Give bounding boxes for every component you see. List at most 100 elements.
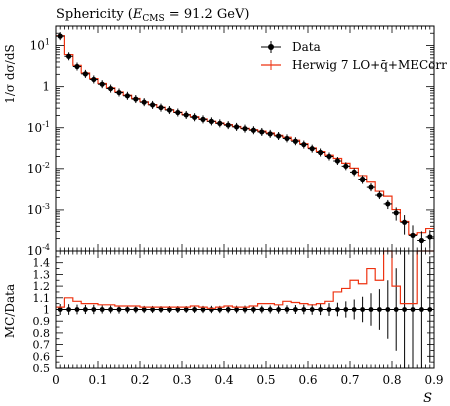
ratio-point-17 [200,307,206,312]
data-point-26 [276,133,282,139]
data-point-19 [217,120,223,126]
ratio-point-1 [66,307,71,312]
data-point-27 [284,135,290,142]
ratio-tick-label-0: 0.5 [33,362,51,375]
data-point-8 [124,93,130,99]
data-point-3 [82,71,88,77]
ratio-point-25 [267,307,273,312]
ratio-point-16 [192,307,198,312]
ratio-point-7 [116,307,122,312]
data-point-21 [234,124,240,130]
data-point-14 [175,109,181,116]
ratio-point-28 [293,307,298,312]
data-point-23 [250,127,256,133]
ratio-point-24 [259,307,265,312]
ratio-point-20 [225,307,231,312]
ratio-point-29 [301,307,307,312]
ratio-point-13 [167,307,172,312]
x-tick-label-1: 0.1 [88,373,107,387]
main-ylabel: 1/σ dσ/dS [3,44,17,104]
x-tick-label-5: 0.5 [256,373,275,387]
data-point-43 [418,237,424,244]
ratio-tick-label-2: 0.7 [33,339,51,352]
x-tick-label-9: 0.9 [424,373,443,387]
data-point-11 [150,102,156,108]
ratio-point-10 [141,307,147,312]
x-tick-label-2: 0.2 [130,373,149,387]
data-point-1 [66,53,72,59]
data-point-2 [74,63,80,70]
legend-data-label: Data [292,40,321,54]
x-axis-label: S [423,391,432,406]
ratio-point-12 [158,307,164,312]
chart-title: Sphericity (ECMS = 91.2 GeV) [56,7,249,24]
x-tick-label-7: 0.7 [340,373,359,387]
x-tick-label-4: 0.4 [214,373,233,387]
ratio-tick-label-6: 1.1 [33,292,51,305]
ratio-point-30 [309,307,315,312]
ratio-point-22 [242,307,248,312]
data-point-13 [166,107,172,113]
data-point-9 [133,96,139,102]
data-point-36 [360,176,366,183]
data-point-42 [410,232,416,238]
ratio-point-27 [284,307,290,312]
data-point-12 [158,104,164,111]
ratio-point-41 [402,307,407,312]
data-point-5 [99,81,105,87]
data-point-30 [309,146,315,152]
legend-data-marker [268,44,274,50]
ratio-tick-label-4: 0.9 [33,315,51,328]
data-point-33 [334,158,340,164]
data-point-10 [141,99,147,105]
ratio-tick-label-1: 0.6 [33,350,51,363]
data-point-31 [318,149,324,156]
data-point-15 [183,112,189,118]
data-point-44 [427,234,433,240]
legend: Data Herwig 7 LO+q̄+MECorr [261,40,447,72]
x-tick-label-3: 0.3 [172,373,191,387]
ratio-point-26 [276,307,281,312]
ratio-tick-label-7: 1.2 [33,280,51,293]
ratio-tick-label-9: 1.4 [33,257,51,270]
data-point-4 [91,76,97,83]
data-point-0 [57,33,63,39]
ratio-point-43 [419,307,424,312]
ratio-point-37 [368,307,374,312]
y-tick-label-3: 10-2 [27,161,50,176]
y-tick-label-0: 101 [30,38,50,53]
ratio-point-14 [175,307,181,312]
data-point-35 [351,169,357,175]
data-point-7 [116,89,122,96]
ratio-tick-label-8: 1.3 [33,268,51,281]
data-point-38 [376,192,382,198]
ratio-point-34 [343,307,349,312]
ratio-point-38 [377,307,382,312]
ratio-point-3 [83,307,88,312]
data-point-18 [208,118,214,124]
ratio-point-2 [74,307,80,312]
data-point-37 [368,184,374,190]
ratio-tick-label-5: 1 [43,304,50,317]
ratio-point-15 [183,307,189,312]
data-point-28 [292,138,298,144]
ratio-point-40 [393,307,399,312]
ratio-point-21 [234,307,240,312]
y-tick-label-2: 10-1 [27,120,50,135]
ratio-point-8 [125,307,130,312]
data-point-22 [242,126,248,132]
data-point-24 [259,129,265,135]
data-point-32 [326,153,332,160]
y-tick-label-5: 10-4 [27,243,50,258]
ratio-point-11 [150,307,156,312]
data-point-39 [385,201,391,207]
ratio-point-4 [91,307,97,312]
main-panel [56,32,434,251]
ratio-point-19 [217,307,223,312]
data-point-29 [301,141,307,148]
ratio-point-39 [385,307,391,312]
x-tick-label-0: 0 [52,373,60,387]
data-point-40 [393,210,399,216]
y-tick-label-1: 1 [42,80,50,94]
